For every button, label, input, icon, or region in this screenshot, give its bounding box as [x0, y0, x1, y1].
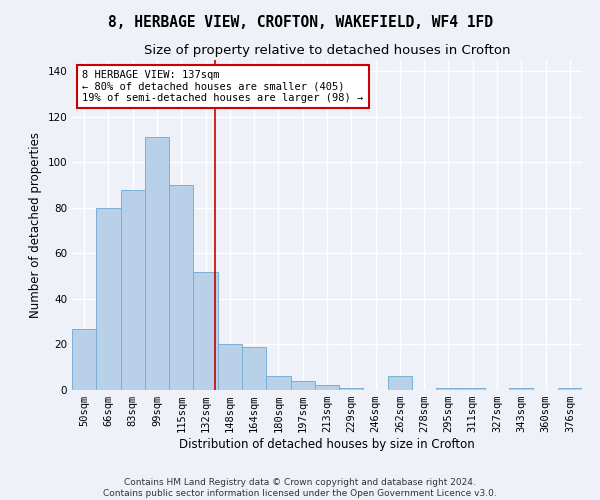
Bar: [193, 272, 218, 390]
Title: Size of property relative to detached houses in Crofton: Size of property relative to detached ho…: [144, 44, 510, 58]
Bar: [315, 386, 339, 390]
Bar: [96, 208, 121, 390]
Bar: [266, 376, 290, 390]
Y-axis label: Number of detached properties: Number of detached properties: [29, 132, 42, 318]
Bar: [436, 388, 461, 390]
Bar: [558, 388, 582, 390]
Bar: [461, 388, 485, 390]
Bar: [509, 388, 533, 390]
Bar: [290, 381, 315, 390]
Bar: [218, 344, 242, 390]
Bar: [339, 388, 364, 390]
Bar: [242, 347, 266, 390]
Bar: [145, 138, 169, 390]
Text: Contains HM Land Registry data © Crown copyright and database right 2024.
Contai: Contains HM Land Registry data © Crown c…: [103, 478, 497, 498]
Bar: [169, 185, 193, 390]
X-axis label: Distribution of detached houses by size in Crofton: Distribution of detached houses by size …: [179, 438, 475, 451]
Text: 8 HERBAGE VIEW: 137sqm
← 80% of detached houses are smaller (405)
19% of semi-de: 8 HERBAGE VIEW: 137sqm ← 80% of detached…: [82, 70, 364, 103]
Text: 8, HERBAGE VIEW, CROFTON, WAKEFIELD, WF4 1FD: 8, HERBAGE VIEW, CROFTON, WAKEFIELD, WF4…: [107, 15, 493, 30]
Bar: [121, 190, 145, 390]
Bar: [388, 376, 412, 390]
Bar: [72, 328, 96, 390]
